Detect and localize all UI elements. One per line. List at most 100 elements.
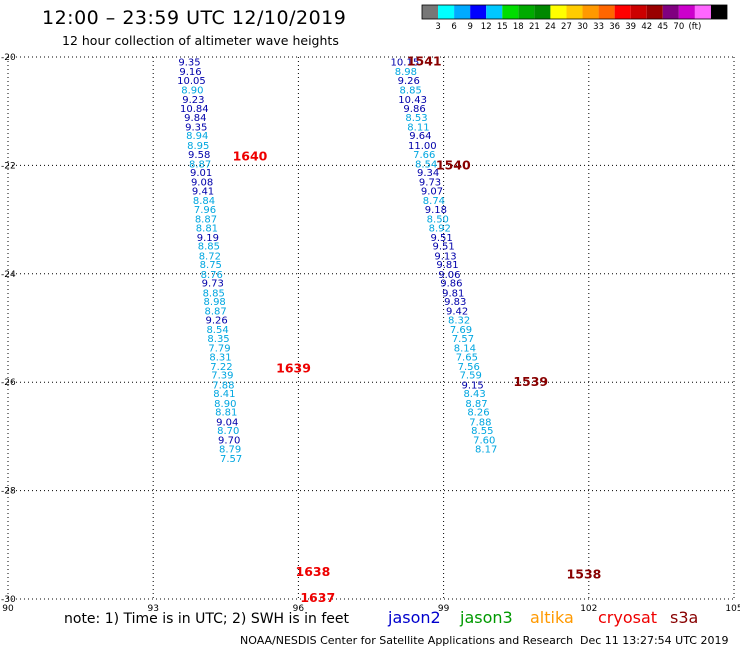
colorbar-label: 30 [577,22,588,32]
swh-value: 10.15 [391,57,420,68]
colorbar-swatch [518,5,535,19]
colorbar-swatch [550,5,567,19]
swh-value: 9.73 [202,279,224,290]
swh-value: 11.00 [408,141,437,152]
legend-cryosat: cryosat [598,608,658,627]
swh-value: 7.39 [211,371,233,382]
swh-value: 8.85 [203,288,225,299]
swh-value: 9.51 [432,242,454,253]
swh-value: 9.06 [438,270,460,281]
footer-center: NOAA/NESDIS Center for Satellite Applica… [240,634,574,647]
legend-s3a: s3a [670,608,699,627]
colorbar-swatch [678,5,695,19]
swh-value: 8.35 [207,334,229,345]
colorbar-label: 42 [641,22,652,32]
swh-value: 8.31 [209,352,231,363]
swh-value: 9.08 [191,178,213,189]
colorbar-label: 3 [435,22,440,32]
swh-value: 8.26 [467,408,489,419]
swh-value: 9.01 [190,168,212,179]
swh-value: 9.81 [436,260,458,271]
swh-value: 7.88 [212,380,234,391]
x-tick-label: 102 [580,604,597,614]
swh-value: 9.18 [425,205,447,216]
swh-value: 8.90 [181,86,203,97]
colorbar-swatch [438,5,455,19]
swh-value: 7.57 [220,454,242,465]
chart-subtitle: 12 hour collection of altimeter wave hei… [62,33,339,48]
colorbar-swatch [694,5,711,19]
colorbar-label: 33 [593,22,604,32]
swh-value: 8.81 [196,223,218,234]
time-label: 1541 [407,53,442,68]
swh-value: 9.42 [446,307,468,318]
x-tick-label: 99 [438,604,450,614]
swh-value: 8.81 [215,408,237,419]
swh-value: 7.96 [194,205,216,216]
swh-value: 8.98 [204,297,226,308]
swh-value: 8.87 [189,159,211,170]
swh-value: 8.98 [395,67,417,78]
y-tick-label: -26 [1,378,16,388]
colorbar-label: 18 [513,22,524,32]
colorbar-swatch [582,5,599,19]
swh-value: 8.11 [407,122,429,133]
swh-value: 7.79 [208,344,230,355]
swh-value: 9.23 [182,95,204,106]
swh-value: 8.85 [198,242,220,253]
swh-value: 8.43 [463,389,485,400]
colorbar-label: (ft) [688,22,701,32]
swh-value: 8.70 [217,426,239,437]
swh-value: 8.95 [187,141,209,152]
swh-value: 8.32 [448,315,470,326]
colorbar-label: 36 [609,22,620,32]
swh-value: 9.84 [184,113,206,124]
y-tick-label: -30 [1,595,16,605]
swh-value: 8.87 [205,307,227,318]
swh-value: 9.15 [462,380,484,391]
swh-value: 9.70 [218,436,240,447]
swh-value: 9.83 [444,297,466,308]
swh-value: 9.41 [192,186,214,197]
swh-value: 8.41 [213,389,235,400]
colorbar-swatch [710,5,727,19]
swh-value: 7.57 [452,334,474,345]
swh-value: 7.66 [413,150,435,161]
chart-title: 12:00 – 23:59 UTC 12/10/2019 [42,7,347,29]
colorbar-swatch [630,5,647,19]
color-scale-bar: 3 6 9 12 15 18 21 24 27 30 33 36 39 42 45 70 (ft) [421,4,728,32]
time-label: 1540 [436,157,471,172]
colorbar-swatch [598,5,615,19]
time-labels: 1640 1639 1638 1637 1541 1540 1539 1538 [233,53,602,605]
swh-value: 7.65 [456,352,478,363]
colorbar-label: 27 [561,22,572,32]
swh-value: 8.55 [471,426,493,437]
swh-value: 8.79 [219,444,241,455]
y-tick-label: -20 [1,53,16,63]
time-label: 1539 [513,374,548,389]
swh-value: 8.94 [186,131,208,142]
swh-value: 7.60 [473,436,495,447]
swh-value: 7.56 [458,362,480,373]
swh-value: 9.35 [178,57,200,68]
colorbar-label: 6 [451,22,456,32]
colorbar-swatch [566,5,583,19]
swh-value: 8.50 [427,215,449,226]
colorbar-label: 39 [625,22,636,32]
time-label: 1640 [233,149,268,164]
x-tick-label: 96 [293,604,305,614]
footer-timestamp: Dec 11 13:27:54 UTC 2019 [580,634,729,647]
x-tick-label: 93 [147,604,158,614]
swh-value: 8.75 [200,260,222,271]
swh-value: 9.73 [419,178,441,189]
colorbar-swatch [470,5,487,19]
time-label: 1638 [296,564,331,579]
swh-value: 9.81 [442,288,464,299]
swh-value: 8.87 [195,215,217,226]
colorbar-swatch [454,5,471,19]
swh-value: 9.13 [434,251,456,262]
colorbar-label: 12 [481,22,492,32]
axis-labels: 90 93 96 99 102 105 -20 -22 -24 -26 -28 -30 [1,53,740,614]
swh-value: 8.84 [193,196,215,207]
